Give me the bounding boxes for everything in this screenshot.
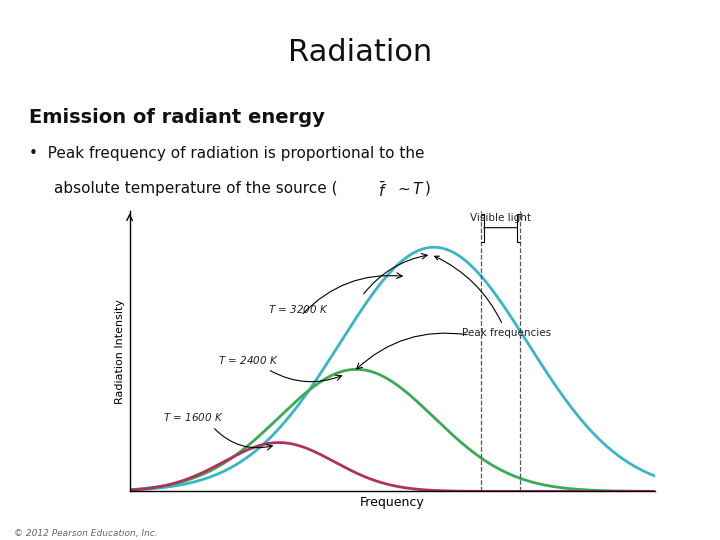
Y-axis label: Radiation Intensity: Radiation Intensity (115, 299, 125, 403)
Text: $T$ = 3200 K: $T$ = 3200 K (268, 303, 329, 315)
Text: absolute temperature of the source (: absolute temperature of the source ( (54, 181, 338, 196)
Text: $T$ = 2400 K: $T$ = 2400 K (218, 354, 279, 367)
Text: Radiation: Radiation (288, 38, 432, 67)
Text: Visible light: Visible light (469, 213, 531, 223)
Text: $\bar{f}$: $\bar{f}$ (378, 181, 387, 200)
Text: •  Peak frequency of radiation is proportional to the: • Peak frequency of radiation is proport… (29, 146, 424, 161)
Text: $T$ = 1600 K: $T$ = 1600 K (163, 410, 224, 423)
Text: Peak frequencies: Peak frequencies (435, 256, 551, 338)
Text: © 2012 Pearson Education, Inc.: © 2012 Pearson Education, Inc. (14, 529, 158, 538)
X-axis label: Frequency: Frequency (360, 496, 425, 509)
Text: ): ) (425, 181, 431, 196)
Text: Emission of radiant energy: Emission of radiant energy (29, 108, 325, 127)
Text: $T$: $T$ (412, 181, 424, 197)
Text: $\sim$: $\sim$ (395, 181, 410, 196)
